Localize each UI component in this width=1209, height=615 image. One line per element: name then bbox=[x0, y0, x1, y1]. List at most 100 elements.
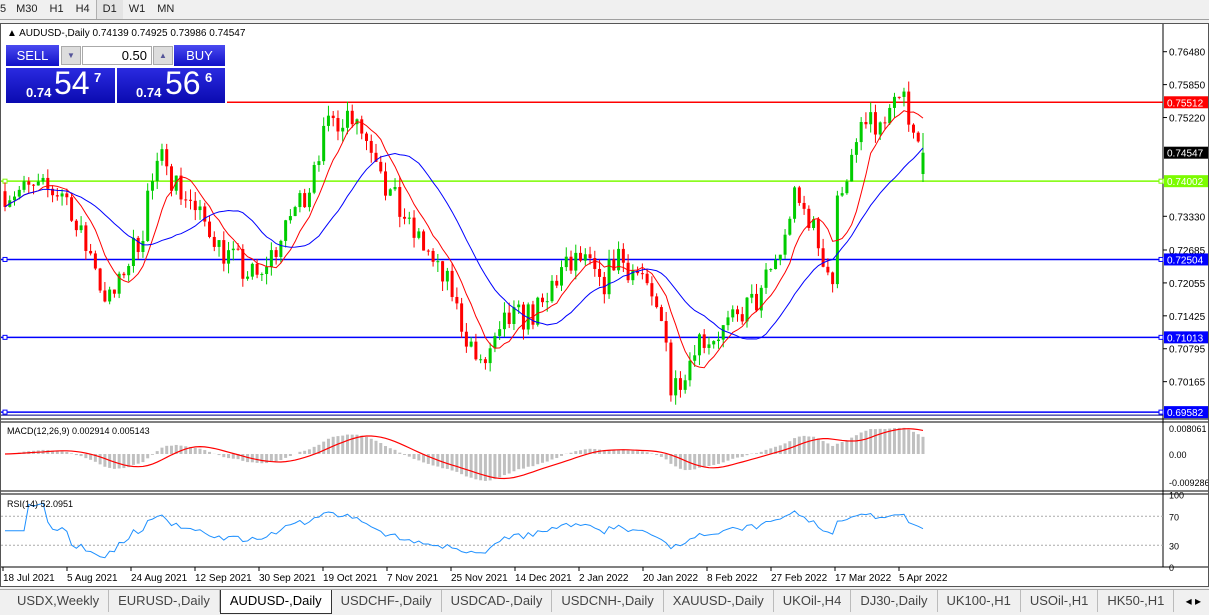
candle-body bbox=[769, 269, 773, 271]
candle-body bbox=[683, 380, 687, 390]
candle-body bbox=[488, 348, 492, 364]
chart-tab[interactable]: AUDUSD-,Daily bbox=[219, 590, 332, 614]
sell-price-button[interactable]: 0.74 54 7 bbox=[6, 65, 115, 103]
price-chart[interactable]: 0.76480 0.75850 0.75220 0.73330 0.72685 0.720… bbox=[1, 24, 1209, 586]
symbol-label: AUDUSD-,Daily bbox=[19, 28, 90, 39]
candle-body bbox=[407, 217, 411, 219]
price-line-label: 0.72504 bbox=[1167, 255, 1204, 266]
chart-tab[interactable]: USOil-,H1 bbox=[1021, 590, 1099, 612]
candle-body bbox=[445, 270, 449, 282]
candle-body bbox=[755, 293, 759, 311]
line-handle bbox=[1158, 334, 1164, 340]
chart-tab[interactable]: UK100-,H1 bbox=[938, 590, 1021, 612]
candle-body bbox=[89, 250, 93, 254]
candle-body bbox=[850, 154, 854, 182]
candle-body bbox=[103, 290, 107, 302]
candle-body bbox=[198, 206, 202, 211]
date-label: 5 Apr 2022 bbox=[899, 573, 948, 584]
candle-body bbox=[740, 314, 744, 322]
candle-body bbox=[678, 378, 682, 390]
candle-body bbox=[179, 175, 183, 200]
candle-body bbox=[303, 193, 307, 208]
candle-body bbox=[455, 296, 459, 304]
candle-body bbox=[655, 296, 659, 308]
sell-price-big: 54 bbox=[54, 65, 90, 101]
lot-increase-button[interactable]: ▲ bbox=[153, 46, 173, 65]
candle-body bbox=[450, 270, 454, 297]
candle-body bbox=[840, 193, 844, 196]
timeframe-mn[interactable]: MN bbox=[157, 3, 175, 15]
candle-body bbox=[802, 202, 806, 209]
candle-body bbox=[84, 225, 88, 251]
rsi-tick-label: 0 bbox=[1169, 563, 1174, 573]
chart-tab[interactable]: USDCHF-,Daily bbox=[332, 590, 442, 612]
timeframe-h1[interactable]: H1 bbox=[49, 3, 64, 15]
candle-body bbox=[807, 208, 811, 228]
chart-window[interactable]: 0.76480 0.75850 0.75220 0.73330 0.72685 0.720… bbox=[0, 23, 1209, 587]
chart-tab[interactable]: HK50-,H1 bbox=[1098, 590, 1175, 612]
candle-body bbox=[250, 263, 254, 277]
price-line-label: 0.71013 bbox=[1167, 333, 1204, 344]
price-line-label-bg bbox=[1164, 175, 1208, 188]
timeframe-d1[interactable]: D1 bbox=[95, 0, 123, 19]
timeframe-h4[interactable]: H4 bbox=[75, 3, 90, 15]
candle-body bbox=[374, 152, 378, 162]
candle-body bbox=[74, 220, 78, 231]
price-tick-label: 0.76480 bbox=[1169, 48, 1206, 59]
lot-decrease-button[interactable]: ▼ bbox=[61, 46, 81, 65]
buy-price-prefix: 0.74 bbox=[136, 85, 162, 100]
chart-tab[interactable]: USDCNH-,Daily bbox=[552, 590, 664, 612]
price-line-label-bg bbox=[1164, 331, 1208, 344]
chart-tab[interactable]: EURUSD-,Daily bbox=[109, 590, 220, 612]
candle-body bbox=[331, 115, 335, 119]
candle-body bbox=[612, 259, 616, 271]
buy-button[interactable]: BUY bbox=[174, 45, 225, 66]
candle-body bbox=[716, 339, 720, 342]
candle-body bbox=[469, 341, 473, 347]
candle-body bbox=[593, 258, 597, 269]
chart-tab[interactable]: DJ30-,Daily bbox=[851, 590, 938, 612]
chart-tab[interactable]: USDX,Weekly bbox=[8, 590, 110, 612]
candle-body bbox=[883, 122, 887, 124]
candle-body bbox=[574, 252, 578, 271]
candle-body bbox=[545, 301, 549, 303]
timeframe-w1[interactable]: W1 bbox=[128, 3, 146, 15]
candle-body bbox=[474, 341, 478, 360]
chart-tab[interactable]: USDCAD-,Daily bbox=[442, 590, 553, 612]
price-tick-label: 0.70795 bbox=[1169, 345, 1206, 356]
chart-tab[interactable]: XAUUSD-,Daily bbox=[664, 590, 774, 612]
collapse-triangle-icon[interactable]: ▲ bbox=[7, 28, 17, 39]
candle-body bbox=[598, 268, 602, 277]
lot-size-input[interactable] bbox=[82, 46, 152, 65]
candle-body bbox=[498, 329, 502, 336]
candle-body bbox=[293, 207, 297, 217]
sell-button[interactable]: SELL bbox=[6, 45, 59, 66]
candle-body bbox=[721, 325, 725, 340]
candle-body bbox=[222, 240, 226, 264]
candle-body bbox=[27, 181, 31, 185]
buy-price-button[interactable]: 0.74 56 6 bbox=[117, 65, 225, 103]
candle-body bbox=[783, 234, 787, 255]
tab-scroll-arrows[interactable]: ◂ ▸ bbox=[1185, 594, 1201, 608]
chart-tab[interactable]: UKOil-,H4 bbox=[774, 590, 852, 612]
candle-body bbox=[759, 287, 763, 311]
price-tick-label: 0.75220 bbox=[1169, 114, 1206, 125]
candle-body bbox=[869, 112, 873, 125]
candle-body bbox=[203, 206, 207, 222]
candle-body bbox=[502, 312, 506, 330]
candle-body bbox=[555, 280, 559, 286]
candle-body bbox=[812, 219, 816, 228]
candle-body bbox=[707, 344, 711, 348]
timeframe-5[interactable]: 5 bbox=[0, 3, 7, 15]
candle-body bbox=[693, 355, 697, 361]
timeframe-m30[interactable]: M30 bbox=[16, 3, 38, 15]
candle-body bbox=[117, 273, 121, 294]
candle-body bbox=[636, 270, 640, 274]
candle-body bbox=[788, 218, 792, 235]
candle-body bbox=[317, 161, 321, 166]
candle-body bbox=[17, 189, 21, 197]
candle-body bbox=[579, 252, 583, 261]
candle-body bbox=[640, 273, 644, 275]
price-tick-label: 0.71425 bbox=[1169, 312, 1206, 323]
candle-body bbox=[726, 317, 730, 326]
